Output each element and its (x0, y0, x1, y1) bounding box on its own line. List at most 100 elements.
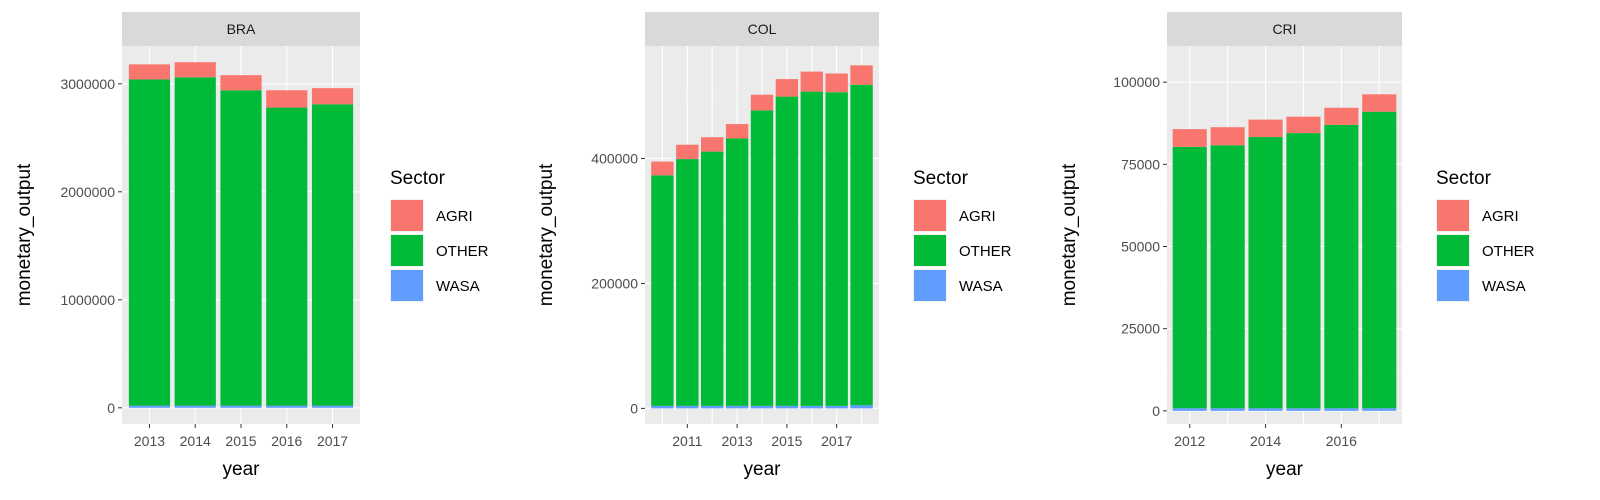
bar-wasa-2013 (1210, 408, 1245, 411)
bar-wasa-2014 (750, 405, 774, 409)
bar-agri-2017 (1362, 94, 1397, 112)
x-tick-label: 2014 (1250, 433, 1281, 449)
bar-other-2018 (850, 84, 873, 406)
bar-other-2014 (174, 77, 216, 406)
x-tick-label: 2012 (1174, 433, 1205, 449)
facet-strip (1167, 12, 1402, 46)
legend: Sector AGRI OTHER WASA (1436, 168, 1535, 302)
bar-wasa-2015 (775, 405, 799, 409)
bar-wasa-2016 (800, 405, 823, 409)
legend-key-other (1437, 235, 1469, 266)
legend-key-other (914, 235, 946, 266)
bar-agri-2016 (266, 90, 308, 108)
legend: Sector AGRI OTHER WASA (913, 168, 1012, 302)
legend-key-wasa (391, 270, 423, 301)
bar-wasa-2017 (1362, 408, 1397, 411)
x-tick-label: 2013 (722, 433, 753, 449)
x-axis-title: year (223, 459, 261, 480)
y-tick-label: 1000000 (60, 292, 115, 308)
y-axis-title: monetary_output (1059, 163, 1080, 306)
bar-agri-2012 (701, 137, 724, 152)
bar-other-2017 (1362, 111, 1397, 409)
legend-label-agri: AGRI (1482, 208, 1519, 225)
legend-label-other: OTHER (1482, 243, 1535, 260)
legend-label-wasa: WASA (436, 278, 480, 295)
bar-other-2010 (651, 175, 674, 406)
bar-wasa-2017 (311, 405, 354, 408)
y-tick-label: 400000 (591, 150, 638, 166)
x-tick-label: 2015 (225, 433, 256, 449)
legend-label-other: OTHER (959, 243, 1012, 260)
y-tick-label: 100000 (1113, 74, 1160, 90)
bar-other-2013 (1210, 145, 1245, 409)
legend-label-wasa: WASA (959, 278, 1003, 295)
legend-key-agri (1437, 200, 1469, 231)
facet-strip-label: BRA (227, 21, 256, 37)
bar-other-2011 (676, 159, 699, 406)
bar-wasa-2016 (1324, 408, 1359, 411)
bar-agri-2014 (174, 62, 216, 78)
legend-key-other (391, 235, 423, 266)
legend-label-agri: AGRI (959, 208, 996, 225)
y-tick-label: 25000 (1121, 321, 1160, 337)
bar-wasa-2015 (220, 405, 262, 408)
x-tick-label: 2017 (821, 433, 852, 449)
facet-strip-label: CRI (1272, 21, 1296, 37)
bar-wasa-2014 (174, 405, 216, 408)
bar-wasa-2013 (725, 405, 749, 409)
legend-key-agri (391, 200, 423, 231)
bar-agri-2013 (128, 64, 171, 80)
x-tick-label: 2011 (672, 433, 702, 449)
y-tick-label: 0 (1152, 403, 1160, 419)
bar-wasa-2017 (825, 405, 848, 409)
y-axis-title: monetary_output (536, 163, 557, 306)
bar-wasa-2018 (850, 405, 873, 409)
bar-wasa-2012 (1172, 408, 1207, 411)
x-axis-title: year (744, 459, 782, 480)
x-tick-label: 2014 (180, 433, 211, 449)
legend-key-wasa (914, 270, 946, 301)
facet-panel-bra: BRA 0 1000000 2000000 3000000 2013 2014 2015 201… (14, 12, 489, 480)
bar-agri-2018 (850, 65, 873, 85)
legend-title: Sector (1436, 168, 1492, 189)
bar-wasa-2015 (1286, 408, 1321, 411)
bar-other-2016 (1324, 124, 1359, 409)
x-tick-label: 2013 (134, 433, 165, 449)
bar-agri-2014 (750, 94, 774, 111)
facet-strip (122, 12, 360, 46)
x-tick-label: 2016 (1326, 433, 1357, 449)
bar-wasa-2016 (266, 405, 308, 408)
legend-key-wasa (1437, 270, 1469, 301)
facet-panel-cri: CRI 0 25000 50000 75000 100000 2012 2014 2016 yea… (1059, 12, 1535, 480)
legend-label-agri: AGRI (436, 208, 473, 225)
y-tick-label: 2000000 (60, 184, 115, 200)
x-tick-label: 2015 (771, 433, 802, 449)
bar-other-2013 (128, 79, 171, 406)
legend-key-agri (914, 200, 946, 231)
bar-agri-2013 (1210, 127, 1245, 146)
y-tick-label: 50000 (1121, 239, 1160, 255)
x-tick-label: 2017 (317, 433, 348, 449)
bar-other-2012 (701, 151, 724, 406)
legend: Sector AGRI OTHER WASA (390, 168, 489, 302)
bar-wasa-2014 (1248, 408, 1283, 411)
bar-other-2016 (266, 107, 308, 406)
bar-agri-2011 (676, 144, 699, 160)
x-tick-label: 2016 (271, 433, 302, 449)
bar-other-2017 (311, 104, 354, 406)
x-axis-title: year (1266, 459, 1304, 480)
bar-wasa-2013 (128, 405, 171, 408)
legend-title: Sector (390, 168, 446, 189)
bar-other-2014 (750, 110, 774, 406)
bar-agri-2015 (220, 75, 262, 91)
y-tick-label: 3000000 (60, 76, 115, 92)
bar-agri-2014 (1248, 119, 1283, 138)
facet-strip-label: COL (748, 21, 777, 37)
legend-title: Sector (913, 168, 969, 189)
bar-wasa-2012 (701, 405, 724, 409)
bar-agri-2010 (651, 161, 674, 176)
y-axis-title: monetary_output (14, 163, 35, 306)
legend-label-other: OTHER (436, 243, 489, 260)
bar-agri-2013 (725, 124, 749, 139)
